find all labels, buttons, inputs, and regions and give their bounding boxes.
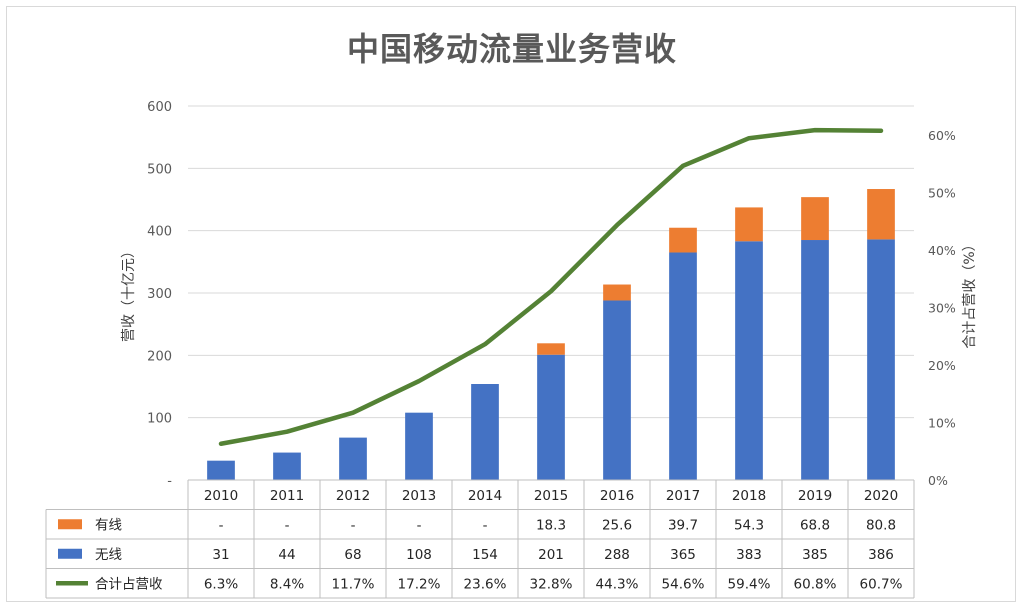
y-tick-label: 500	[147, 162, 172, 177]
legend-key	[58, 548, 82, 559]
table-cell: 44	[278, 547, 295, 563]
bar-wireline	[801, 197, 829, 241]
table-cell: 32.8%	[530, 576, 573, 592]
y-right-tick-label: 10%	[928, 415, 956, 430]
table-cell: 60.7%	[860, 576, 903, 592]
bar-wireline	[669, 227, 697, 253]
legend-label: 有线	[95, 517, 122, 533]
bar-wireless	[405, 412, 433, 480]
bar-wireless	[603, 300, 631, 480]
bar-wireless	[339, 437, 367, 480]
y-tick-label: 200	[147, 349, 172, 364]
bar-wireline	[603, 284, 631, 301]
table-cell: 201	[538, 547, 564, 563]
x-tick-label: 2017	[666, 488, 700, 504]
y-tick-label: -	[167, 474, 172, 489]
bar-wireless	[867, 239, 895, 480]
table-cell: 23.6%	[464, 576, 507, 592]
y-tick-label: 400	[147, 225, 172, 240]
bar-wireless	[207, 460, 235, 480]
bar-wireline	[735, 207, 763, 242]
bar-wireline	[867, 189, 895, 240]
bar-wireless	[669, 252, 697, 480]
x-tick-label: 2015	[534, 488, 568, 504]
table-cell: -	[351, 517, 356, 533]
y-right-axis-title: 合计占营收（%）	[962, 237, 978, 348]
table-cell: -	[219, 517, 224, 533]
table-cell: 17.2%	[398, 576, 441, 592]
table-cell: 385	[802, 547, 828, 563]
x-tick-label: 2012	[336, 488, 370, 504]
table-cell: 8.4%	[270, 576, 304, 592]
bar-wireless	[471, 384, 499, 480]
y-tick-label: 100	[147, 412, 172, 427]
table-cell: 154	[472, 547, 498, 563]
table-cell: 44.3%	[596, 576, 639, 592]
table-cell: 68.8	[800, 517, 830, 533]
table-cell: 68	[344, 547, 361, 563]
legend-label: 无线	[95, 547, 122, 563]
table-cell: 365	[670, 547, 696, 563]
x-tick-label: 2020	[864, 488, 898, 504]
table-cell: -	[285, 517, 290, 533]
table-cell: 108	[406, 547, 432, 563]
x-tick-label: 2019	[798, 488, 832, 504]
y-tick-label: 300	[147, 287, 172, 302]
y-right-tick-label: 20%	[928, 358, 956, 373]
y-right-tick-label: 0%	[928, 473, 948, 488]
legend-key	[58, 519, 82, 530]
bar-wireless	[537, 354, 565, 480]
table-cell: 383	[736, 547, 762, 563]
y-tick-label: 600	[147, 100, 172, 115]
table-cell: 386	[868, 547, 894, 563]
y-right-tick-label: 50%	[928, 185, 956, 200]
table-cell: -	[417, 517, 422, 533]
chart-title: 中国移动流量业务营收	[346, 30, 677, 68]
table-cell: 54.3	[734, 517, 764, 533]
table-cell: 80.8	[866, 517, 896, 533]
table-cell: 11.7%	[332, 576, 375, 592]
table-cell: 31	[212, 547, 229, 563]
table-cell: 39.7	[668, 517, 698, 533]
table-cell: 18.3	[536, 517, 566, 533]
y-right-tick-label: 30%	[928, 300, 956, 315]
table-cell: 288	[604, 547, 630, 563]
table-cell: 60.8%	[794, 576, 837, 592]
table-cell: 25.6	[602, 517, 632, 533]
table-cell: 54.6%	[662, 576, 705, 592]
bar-wireless	[801, 240, 829, 480]
chart-frame	[6, 6, 1016, 602]
x-tick-label: 2014	[468, 488, 502, 504]
table-cell: 59.4%	[728, 576, 771, 592]
table-cell: 6.3%	[204, 576, 238, 592]
y-axis-title: 营收（十亿元）	[121, 244, 137, 342]
table-cell: -	[483, 517, 488, 533]
y-right-tick-label: 60%	[928, 128, 956, 143]
x-tick-label: 2010	[204, 488, 238, 504]
bar-wireline	[537, 343, 565, 355]
x-tick-label: 2011	[270, 488, 304, 504]
legend-label: 合计占营收	[95, 576, 163, 592]
x-tick-label: 2013	[402, 488, 436, 504]
bar-wireless	[735, 241, 763, 480]
y-right-tick-label: 40%	[928, 243, 956, 258]
x-tick-label: 2018	[732, 488, 766, 504]
bar-wireless	[273, 452, 301, 480]
x-tick-label: 2016	[600, 488, 634, 504]
